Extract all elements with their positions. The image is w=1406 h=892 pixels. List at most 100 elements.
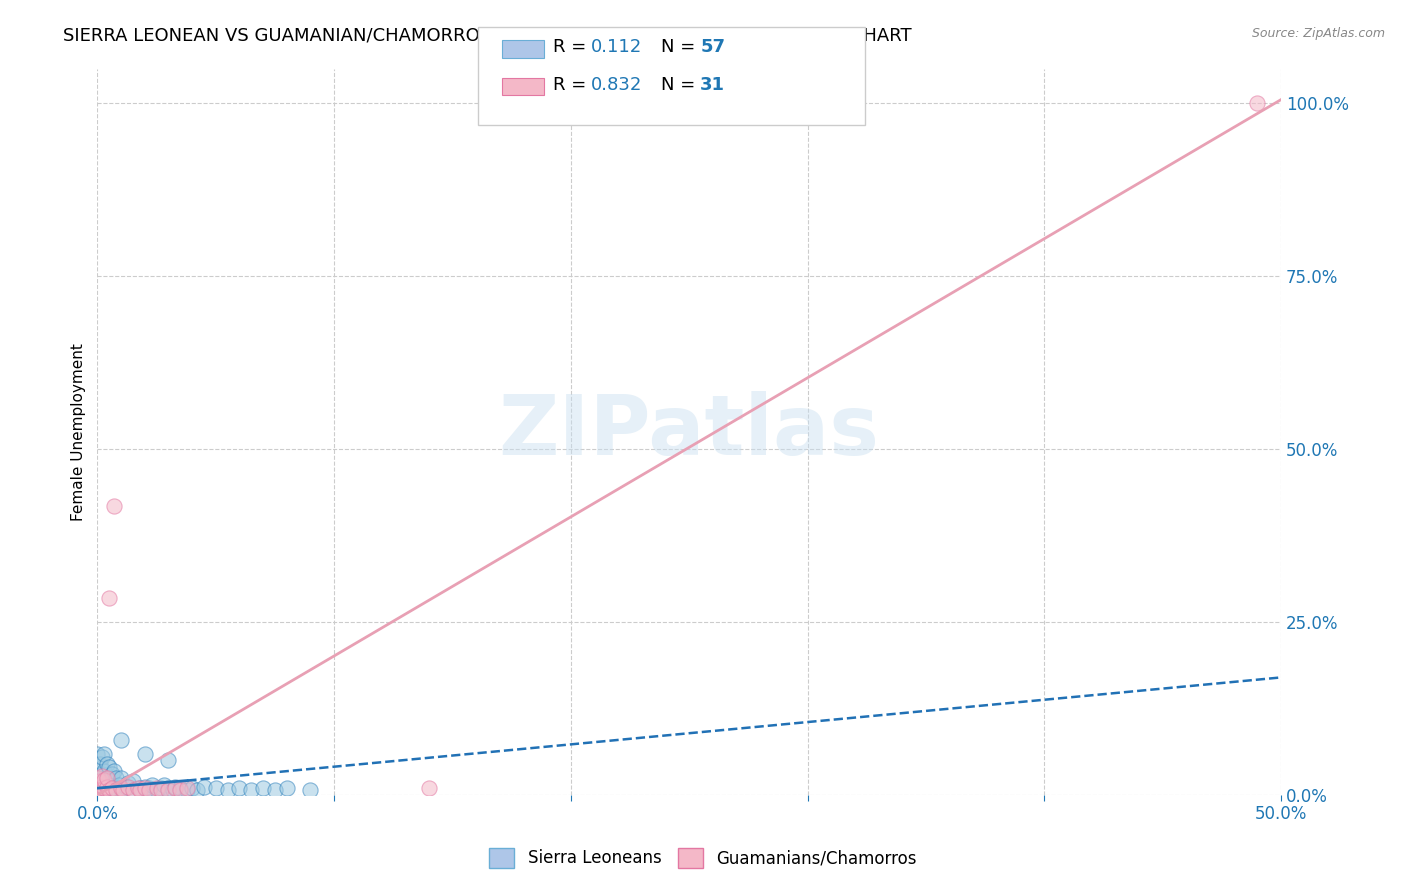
Point [91,769,114,783]
Point [1246,96,1268,111]
Point [89,782,111,797]
Text: R =: R = [553,76,592,94]
Point [93,781,115,796]
Point [264,782,287,797]
Point [240,782,263,797]
Point [103,764,125,778]
Point [100,781,122,796]
Point [157,782,180,797]
Point [127,781,149,796]
Point [299,782,322,797]
Point [169,781,191,796]
Point [276,781,298,796]
Point [418,781,440,796]
Point [98,774,121,789]
Point [114,780,136,794]
Point [129,781,152,796]
Point [176,781,198,796]
Point [96,771,118,785]
Point [228,781,250,796]
Point [141,778,163,792]
Point [129,782,152,797]
Point [176,782,198,797]
Point [117,775,139,789]
Point [204,781,226,796]
Point [93,772,115,787]
Point [98,760,121,774]
Point [252,781,274,796]
Text: 0.832: 0.832 [591,76,643,94]
Point [105,782,128,797]
Text: Source: ZipAtlas.com: Source: ZipAtlas.com [1251,27,1385,40]
Point [98,782,121,797]
Text: ZIPatlas: ZIPatlas [499,392,880,472]
Point [91,750,114,764]
Point [169,782,191,797]
Point [110,732,132,747]
Point [157,781,180,796]
Point [86,747,108,761]
Point [134,747,156,761]
Point [165,780,187,794]
Point [86,781,108,796]
Point [121,782,143,797]
Point [91,781,114,796]
Legend: Sierra Leoneans, Guamanians/Chamorros: Sierra Leoneans, Guamanians/Chamorros [482,841,924,875]
Point [181,781,204,796]
Point [93,747,115,761]
Point [157,754,180,768]
Point [134,781,156,796]
Point [98,782,121,797]
Point [89,756,111,771]
Point [162,782,184,797]
Point [152,778,174,792]
Point [89,778,111,792]
Point [145,781,167,796]
Point [93,764,115,778]
Point [86,774,108,789]
Point [96,756,118,771]
Text: 31: 31 [700,76,725,94]
Point [100,767,122,781]
Point [105,771,128,785]
Point [103,780,125,794]
Text: R =: R = [553,38,592,56]
Point [98,591,121,605]
Point [145,782,167,797]
Point [96,780,118,794]
Point [100,781,122,796]
Point [89,771,111,785]
Text: N =: N = [661,76,700,94]
Text: N =: N = [661,38,700,56]
Point [86,764,108,778]
Text: 57: 57 [700,38,725,56]
Point [117,780,139,794]
Point [110,781,132,796]
Point [91,780,114,794]
Point [103,499,125,513]
Point [121,782,143,797]
Point [105,781,128,796]
Text: SIERRA LEONEAN VS GUAMANIAN/CHAMORRO FEMALE UNEMPLOYMENT CORRELATION CHART: SIERRA LEONEAN VS GUAMANIAN/CHAMORRO FEM… [63,27,912,45]
Point [121,774,143,789]
Point [110,782,132,797]
Point [96,771,118,785]
Point [112,782,135,797]
Point [150,782,173,797]
Point [110,771,132,785]
Point [165,781,187,796]
Text: 0.112: 0.112 [591,38,641,56]
Point [134,780,156,794]
Point [91,767,114,781]
Point [86,771,108,785]
Point [93,778,115,792]
Point [217,782,239,797]
Point [96,781,118,796]
Y-axis label: Female Unemployment: Female Unemployment [72,343,86,521]
Point [186,782,208,797]
Point [89,774,111,789]
Point [193,780,215,794]
Point [138,781,160,796]
Point [107,778,129,792]
Point [138,782,160,797]
